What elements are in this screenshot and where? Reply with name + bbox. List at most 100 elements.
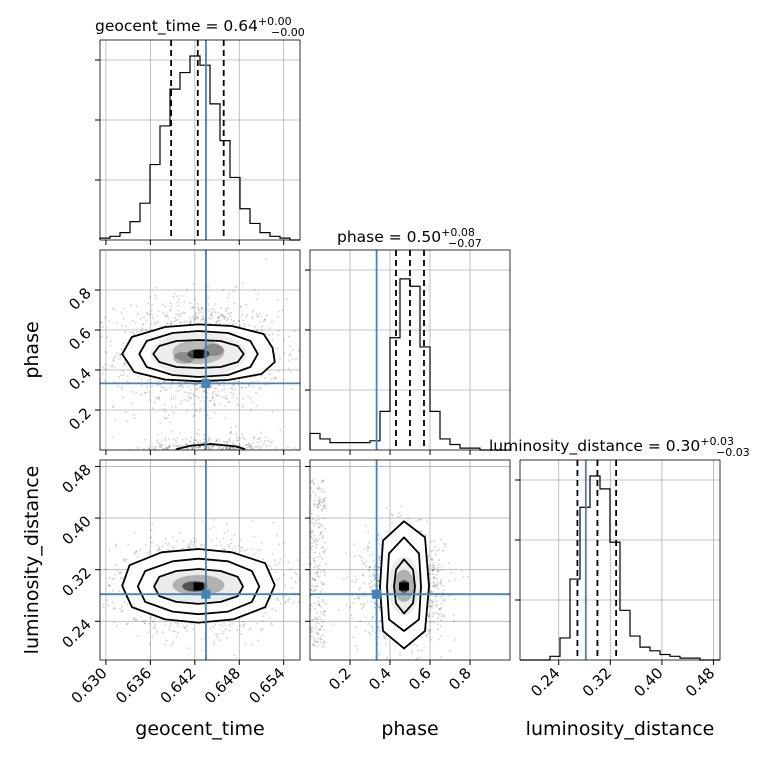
sample-point-geocent-time-phase [101,325,104,328]
sample-point-lowmode-geocent-time-phase [189,436,192,439]
sample-point-geocent-time-phase [126,420,129,423]
sample-point-geocent-time-phase [149,295,152,298]
sample-point-geocent-time-luminosity-distance [116,625,119,627]
sample-point-geocent-time-luminosity-distance [187,546,190,549]
tick-label-x-geocent-time-2: 0.642 [157,664,200,707]
sample-point-geocent-time-phase [145,320,148,323]
sample-point-geocent-time-luminosity-distance [115,543,118,546]
sample-point-edge-phase-luminosity-distance [310,542,313,545]
sample-point-geocent-time-phase [134,469,136,471]
sample-point-geocent-time-luminosity-distance [249,627,252,630]
sample-point-geocent-time-phase [157,310,160,313]
sample-point-geocent-time-luminosity-distance [107,604,110,607]
sample-point-phase-luminosity-distance [350,614,353,617]
sample-point-geocent-time-phase [235,432,237,435]
sample-point-edge-phase-luminosity-distance [314,494,317,497]
sample-point-edge-phase-luminosity-distance [314,627,317,630]
sample-point-geocent-time-phase [251,310,254,313]
sample-point-phase-luminosity-distance [373,606,376,609]
title-phase-main: phase = 0.50 [337,228,441,246]
sample-point-geocent-time-phase [276,299,279,302]
sample-point-phase-luminosity-distance [384,634,387,637]
sample-point-geocent-time-phase [111,364,114,367]
sample-point-geocent-time-luminosity-distance [193,541,196,544]
sample-point-geocent-time-phase [187,392,190,395]
sample-point-geocent-time-luminosity-distance [182,625,185,628]
sample-point-geocent-time-phase [249,409,252,411]
sample-point-geocent-time-phase [119,353,122,356]
sample-point-phase-luminosity-distance [383,637,386,640]
sample-point-phase-luminosity-distance [437,587,440,590]
sample-point-geocent-time-luminosity-distance [177,621,180,624]
sample-point-phase-luminosity-distance [437,613,440,616]
sample-point-geocent-time-luminosity-distance [294,571,296,574]
sample-point-geocent-time-phase [125,411,128,414]
sample-point-geocent-time-luminosity-distance [236,629,239,632]
sample-point-geocent-time-luminosity-distance [190,622,193,625]
sample-point-geocent-time-luminosity-distance [164,644,167,646]
sample-point-edge-phase-luminosity-distance [319,524,322,526]
sample-point-geocent-time-phase [189,319,192,322]
sample-point-phase-luminosity-distance [439,625,442,628]
sample-point-geocent-time-luminosity-distance [153,617,156,620]
sample-point-phase-luminosity-distance [431,568,434,571]
sample-point-geocent-time-phase [210,313,213,316]
sample-point-geocent-time-phase [293,330,296,333]
sample-point-geocent-time-phase [226,319,228,322]
sample-point-phase-luminosity-distance [372,629,375,632]
sample-point-phase-luminosity-distance [399,653,402,656]
sample-point-phase-luminosity-distance [352,636,354,639]
scatter-phase-luminosity-distance-panel: 0.2 0.4 0.6 0.8 [305,459,511,694]
sample-point-geocent-time-phase [174,395,177,398]
sample-point-geocent-time-phase [170,305,173,308]
sample-point-phase-luminosity-distance [434,662,436,664]
sample-point-geocent-time-phase [181,385,183,388]
title-phase: phase = 0.50+0.08 [337,226,475,246]
sample-point-geocent-time-phase [192,307,195,309]
sample-point-geocent-time-phase [268,334,271,337]
sample-point-lowmode-geocent-time-phase [235,436,238,439]
sample-point-geocent-time-luminosity-distance [253,553,256,555]
sample-point-phase-luminosity-distance [358,588,361,591]
sample-point-geocent-time-phase [240,386,243,389]
sample-point-geocent-time-phase [210,317,213,320]
sample-point-lowmode-geocent-time-phase [269,441,272,444]
sample-point-geocent-time-luminosity-distance [105,599,108,602]
sample-point-geocent-time-phase [223,316,226,319]
sample-point-lowmode-geocent-time-phase [202,433,205,436]
sample-point-phase-luminosity-distance [372,573,375,576]
sample-point-geocent-time-phase [255,329,258,331]
sample-point-geocent-time-phase [175,390,177,393]
tick-label-y-luminosity-distance-2: 0.40 [58,512,94,548]
sample-point-phase-luminosity-distance [364,616,367,619]
sample-point-phase-luminosity-distance [353,543,356,546]
sample-point-geocent-time-phase [237,404,240,406]
tick-label-x-phase-1: 0.4 [365,664,395,694]
sample-point-geocent-time-phase [163,417,166,420]
sample-point-geocent-time-phase [253,435,256,438]
sample-point-phase-luminosity-distance [364,524,367,527]
sample-point-geocent-time-luminosity-distance [108,576,111,579]
sample-point-geocent-time-phase [134,321,137,324]
sample-point-geocent-time-phase [295,358,298,361]
sample-point-phase-luminosity-distance [366,545,369,548]
sample-point-geocent-time-phase [223,405,226,408]
sample-point-phase-luminosity-distance [378,627,380,630]
sample-point-phase-luminosity-distance [452,614,455,617]
sample-point-edge-phase-luminosity-distance [321,508,324,511]
sample-point-phase-luminosity-distance [399,651,402,654]
sample-point-geocent-time-luminosity-distance [133,616,136,619]
sample-point-geocent-time-phase [218,315,221,318]
sample-point-geocent-time-phase [183,320,186,323]
sample-point-geocent-time-luminosity-distance [175,636,178,639]
title-geocent-time-minus: −0.00 [271,26,305,39]
sample-point-edge-phase-luminosity-distance [317,633,320,636]
sample-point-lowmode-geocent-time-phase [251,447,254,450]
sample-point-geocent-time-phase [121,324,124,327]
sample-point-geocent-time-luminosity-distance [113,621,116,623]
sample-point-phase-luminosity-distance [437,563,440,566]
sample-point-geocent-time-phase [234,286,237,289]
sample-point-geocent-time-phase [186,289,189,292]
sample-point-geocent-time-phase [220,307,223,310]
sample-point-lowmode-geocent-time-phase [259,447,262,450]
